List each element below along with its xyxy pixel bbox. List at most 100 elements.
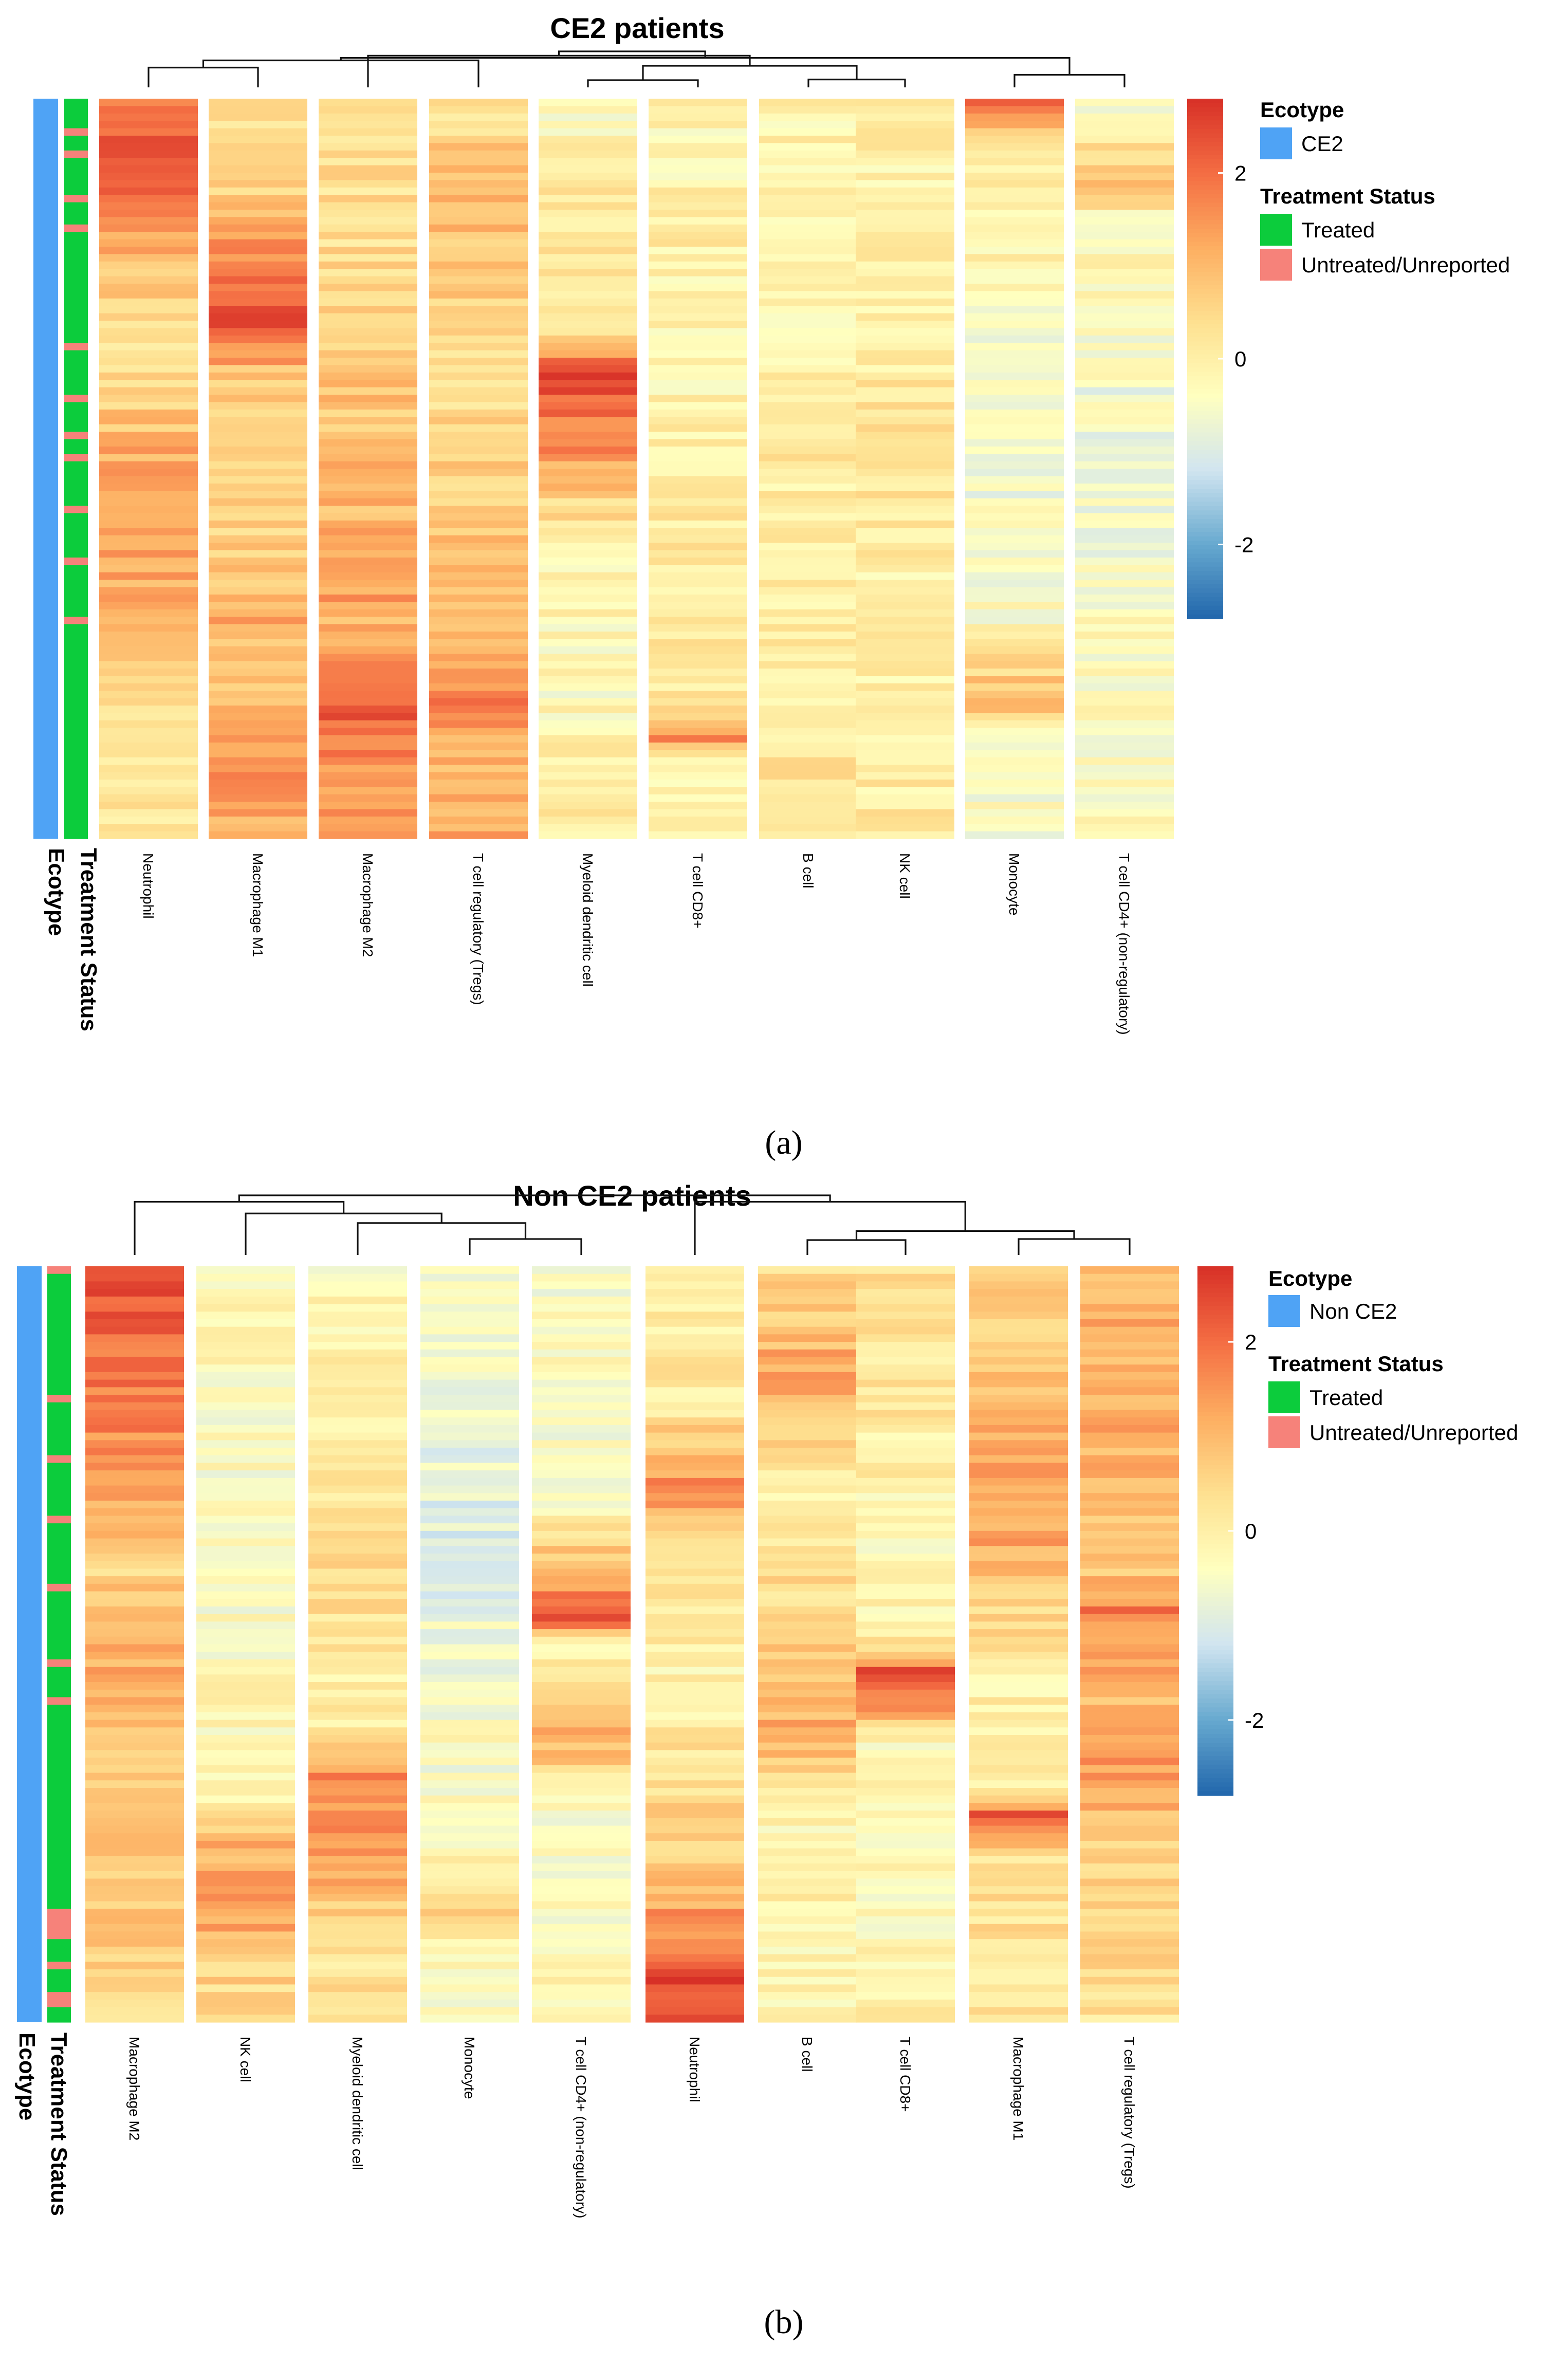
- heatmap-cell: [539, 802, 637, 809]
- heatmap-cell: [85, 1712, 184, 1721]
- heatmap-cell: [758, 1946, 857, 1955]
- colorbar-segment: [1187, 445, 1223, 450]
- heatmap-cell: [429, 506, 528, 513]
- heatmap-cell: [649, 757, 747, 765]
- heatmap-cell: [532, 1478, 631, 1486]
- heatmap-cell: [758, 1364, 857, 1373]
- heatmap-cell: [196, 1372, 295, 1380]
- heatmap-cell: [308, 1863, 407, 1872]
- colorbar-segment: [1187, 124, 1223, 130]
- heatmap-cell: [196, 1493, 295, 1501]
- heatmap-cell: [85, 1485, 184, 1493]
- heatmap-cell: [965, 195, 1064, 203]
- heatmap-cell: [969, 1606, 1068, 1615]
- colorbar-segment: [1187, 237, 1223, 242]
- heatmap-cell: [856, 713, 954, 721]
- heatmap-cell: [308, 1629, 407, 1637]
- colorbar-segment: [1187, 493, 1223, 498]
- colorbar-segment: [1187, 475, 1223, 481]
- heatmap-cell: [1080, 1969, 1179, 1978]
- heatmap-cell: [429, 136, 528, 143]
- heatmap-cell: [1080, 1924, 1179, 1932]
- colorbar-segment: [1187, 363, 1223, 368]
- heatmap-cell: [99, 683, 198, 691]
- heatmap-cell: [856, 1614, 955, 1622]
- heatmap-cell: [856, 1621, 955, 1630]
- heatmap-cell: [209, 165, 307, 173]
- heatmap-cell: [196, 1470, 295, 1479]
- heatmap-cell: [319, 372, 417, 380]
- treatment-annotation-cell: [47, 1931, 71, 1940]
- heatmap-cell: [1080, 1583, 1179, 1592]
- heatmap-cell: [209, 210, 307, 217]
- heatmap-cell: [649, 143, 747, 151]
- heatmap-cell: [308, 1931, 407, 1940]
- heatmap-cell: [99, 580, 198, 587]
- treatment-annotation-cell: [64, 683, 88, 691]
- treatment-annotation-cell: [47, 1825, 71, 1834]
- heatmap-cell: [85, 1568, 184, 1577]
- heatmap-cell: [420, 1296, 519, 1305]
- heatmap-cell: [1080, 1765, 1179, 1774]
- heatmap-cell: [420, 1787, 519, 1796]
- heatmap-cell: [319, 335, 417, 343]
- heatmap-cell: [645, 1372, 744, 1380]
- treatment-annotation-cell: [64, 720, 88, 728]
- heatmap-cell: [319, 446, 417, 454]
- heatmap-cell: [308, 2015, 407, 2023]
- heatmap-cell: [645, 1893, 744, 1902]
- treatment-annotation-cell: [64, 298, 88, 306]
- colorbar-segment: [1187, 176, 1223, 181]
- heatmap-cell: [85, 1296, 184, 1305]
- treatment-annotation-cell: [64, 173, 88, 180]
- heatmap-cell: [209, 439, 307, 447]
- heatmap-cell: [965, 750, 1064, 758]
- treatment-annotation-cell: [47, 1508, 71, 1517]
- heatmap-cell: [196, 1591, 295, 1599]
- treatment-annotation-cell: [47, 1999, 71, 2008]
- heatmap-cell: [539, 173, 637, 180]
- colorbar-segment: [1187, 137, 1223, 142]
- treatment-annotation-cell: [47, 1856, 71, 1864]
- heatmap-cell: [532, 1992, 631, 2000]
- heatmap-cell: [856, 187, 954, 195]
- treatment-annotation-cell: [47, 1863, 71, 1872]
- heatmap-cell: [759, 557, 858, 565]
- heatmap-cell: [965, 587, 1064, 595]
- heatmap-cell: [758, 1720, 857, 1728]
- heatmap-cell: [319, 202, 417, 210]
- heatmap-cell: [196, 1599, 295, 1607]
- heatmap-cell: [429, 158, 528, 166]
- colorbar-segment: [1187, 99, 1223, 104]
- heatmap-cell: [759, 128, 858, 136]
- colorbar-segment: [1187, 506, 1223, 511]
- heatmap-cell: [856, 580, 954, 587]
- heatmap-cell: [856, 1281, 955, 1289]
- heatmap-cell: [429, 372, 528, 380]
- heatmap-cell: [85, 1652, 184, 1660]
- heatmap-cell: [856, 1946, 955, 1955]
- heatmap-cell: [308, 1803, 407, 1811]
- heatmap-cell: [649, 232, 747, 240]
- treatment-annotation-cell: [47, 1712, 71, 1721]
- treatment-annotation-cell: [64, 765, 88, 772]
- heatmap-cell: [649, 439, 747, 447]
- heatmap-cell: [965, 202, 1064, 210]
- heatmap-cell: [539, 424, 637, 432]
- heatmap-cell: [539, 298, 637, 306]
- heatmap-cell: [969, 1916, 1068, 1925]
- heatmap-cell: [649, 239, 747, 247]
- column-label: T cell CD8+: [690, 853, 706, 929]
- heatmap-cell: [1080, 1893, 1179, 1902]
- heatmap-cell: [965, 631, 1064, 639]
- heatmap-cell: [969, 1780, 1068, 1788]
- colorbar-segment: [1197, 1615, 1233, 1620]
- heatmap-cell: [308, 1621, 407, 1630]
- heatmap-cell: [856, 1478, 955, 1486]
- heatmap-cell: [196, 1705, 295, 1713]
- heatmap-cell: [85, 1916, 184, 1925]
- heatmap-cell: [649, 195, 747, 203]
- heatmap-cell: [856, 617, 954, 624]
- heatmap-cell: [856, 1349, 955, 1358]
- heatmap-cell: [319, 432, 417, 439]
